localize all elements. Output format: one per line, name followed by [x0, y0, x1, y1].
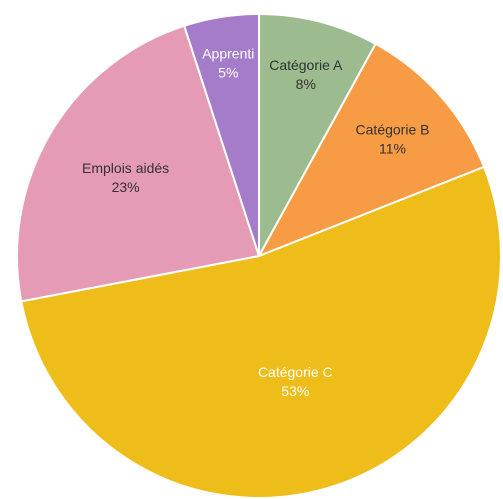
pie-slice [16, 24, 261, 303]
pie-slice-label: Catégorie A 8% [269, 57, 343, 92]
pie-slice-percent: 11% [379, 140, 406, 156]
pie-slice-percent: 23% [112, 179, 140, 195]
pie-slice-label: Emplois aidés 23% [82, 160, 169, 195]
pie-slice-category: Apprenti [202, 45, 254, 61]
pie-slice [20, 165, 502, 499]
pie-slice-percent: 8% [296, 76, 316, 92]
pie-slice-label: Catégorie C 53% [258, 364, 333, 399]
pie-slice [256, 42, 486, 258]
pie-labels: Catégorie A 8% Catégorie B 11% Catégorie C 53… [82, 45, 429, 398]
pie-slice-percent: 53% [281, 383, 309, 399]
pie-slice-label: Apprenti 5% [202, 45, 254, 80]
pie-slice-category: Catégorie A [269, 57, 343, 73]
pie-slices [16, 12, 502, 499]
pie-slice [182, 12, 260, 257]
pie-slice-label: Catégorie B 11% [356, 121, 430, 156]
pie-slice-category: Catégorie B [356, 121, 430, 137]
pie-slice-category: Emplois aidés [82, 160, 169, 176]
pie-slice [258, 12, 377, 257]
pie-slice-percent: 5% [218, 64, 238, 80]
pie-slice-category: Catégorie C [258, 364, 333, 380]
